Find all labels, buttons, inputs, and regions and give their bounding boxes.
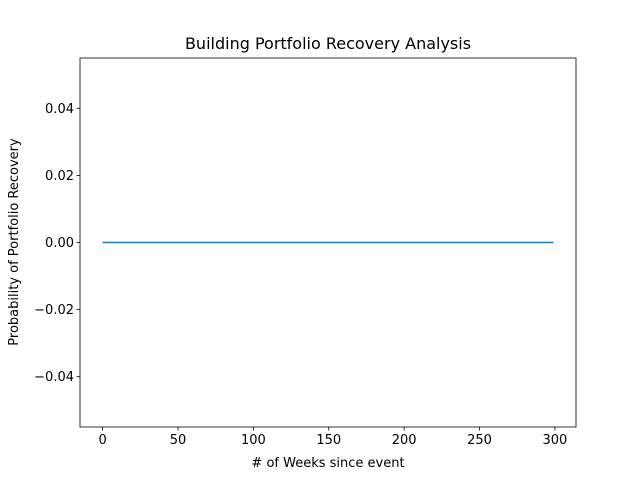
x-axis-label: # of Weeks since event [251,456,404,471]
y-tick-label: −0.04 [34,370,74,385]
y-tick-label: 0.04 [45,102,74,117]
y-axis-label: Probability of Portfolio Recovery [7,138,22,346]
plot-area: 0 50 100 150 200 250 300 −0.04 −0.02 0.00 0.02 0.04 [34,57,577,448]
x-tick-label: 50 [170,433,187,448]
x-tick-label: 250 [467,433,492,448]
y-tick-label: 0.02 [45,169,74,184]
x-tick-label: 100 [241,433,266,448]
x-tick-label: 300 [542,433,567,448]
x-tick-label: 0 [98,433,106,448]
x-tick-label: 150 [316,433,341,448]
y-tick-label: −0.02 [34,303,74,318]
y-tick-label: 0.00 [45,236,74,251]
x-tick-label: 200 [392,433,417,448]
chart-title: Building Portfolio Recovery Analysis [185,34,471,53]
